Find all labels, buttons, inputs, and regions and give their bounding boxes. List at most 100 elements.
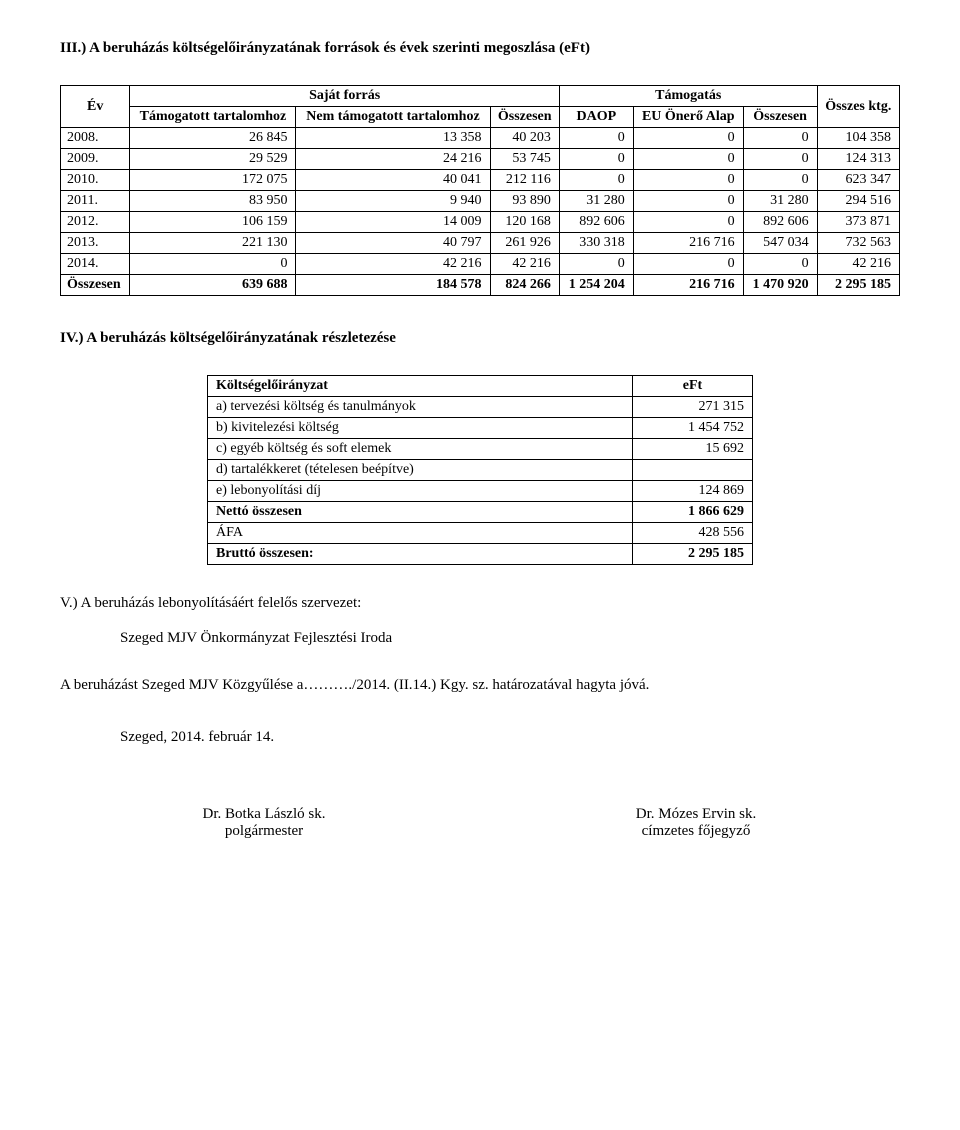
table-cell: 83 950 — [130, 191, 296, 212]
table-cell: 547 034 — [743, 233, 817, 254]
table-cell: 212 116 — [490, 170, 559, 191]
table-cell: b) kivitelezési költség — [208, 418, 633, 439]
sign-left-name: Dr. Botka László sk. — [120, 806, 408, 823]
table-row: 2010.172 07540 041212 116000623 347 — [61, 170, 900, 191]
col-supported: Támogatott tartalomhoz — [130, 107, 296, 128]
table-cell: Nettó összesen — [208, 502, 633, 523]
table-cell: 0 — [743, 149, 817, 170]
section-v-title: V.) A beruházás lebonyolításáért felelős… — [60, 595, 900, 612]
table-cell — [633, 460, 753, 481]
col-cost-label: Költségelőirányzat — [208, 376, 633, 397]
table-cell: a) tervezési költség és tanulmányok — [208, 397, 633, 418]
table-cell: 104 358 — [817, 128, 899, 149]
col-eu: EU Önerő Alap — [633, 107, 743, 128]
col-year: Év — [61, 86, 130, 128]
col-total: Összes ktg. — [817, 86, 899, 128]
city-date: Szeged, 2014. február 14. — [120, 729, 900, 746]
table-cell: 120 168 — [490, 212, 559, 233]
table-cell: 2 295 185 — [633, 544, 753, 565]
table-cell: 0 — [743, 254, 817, 275]
table-cell: 2011. — [61, 191, 130, 212]
table-cell: 824 266 — [490, 275, 559, 296]
table-row: 2009.29 52924 21653 745000124 313 — [61, 149, 900, 170]
table-cell: 31 280 — [559, 191, 633, 212]
table-cell: 24 216 — [296, 149, 490, 170]
table-cell: 0 — [633, 149, 743, 170]
table-cell: 0 — [743, 170, 817, 191]
table-cell: 26 845 — [130, 128, 296, 149]
table-row: d) tartalékkeret (tételesen beépítve) — [208, 460, 753, 481]
table-row: a) tervezési költség és tanulmányok271 3… — [208, 397, 753, 418]
table-cell: ÁFA — [208, 523, 633, 544]
table-cell: 0 — [559, 149, 633, 170]
budget-table: Év Saját forrás Támogatás Összes ktg. Tá… — [60, 85, 900, 296]
signature-row: Dr. Botka László sk. polgármester Dr. Mó… — [120, 806, 840, 840]
table-row: 2011.83 9509 94093 89031 280031 280294 5… — [61, 191, 900, 212]
table-cell: 40 797 — [296, 233, 490, 254]
table-cell: 106 159 — [130, 212, 296, 233]
table-cell: c) egyéb költség és soft elemek — [208, 439, 633, 460]
table-row: e) lebonyolítási díj124 869 — [208, 481, 753, 502]
table-cell: 892 606 — [743, 212, 817, 233]
col-cost-val: eFt — [633, 376, 753, 397]
signature-right: Dr. Mózes Ervin sk. címzetes főjegyző — [552, 806, 840, 840]
table-cell: 639 688 — [130, 275, 296, 296]
table-cell: 373 871 — [817, 212, 899, 233]
table-cell: 40 041 — [296, 170, 490, 191]
table-row: Összesen639 688184 578824 2661 254 20421… — [61, 275, 900, 296]
table-row: 2014.042 21642 21600042 216 — [61, 254, 900, 275]
table-cell: 40 203 — [490, 128, 559, 149]
table-cell: 13 358 — [296, 128, 490, 149]
table-cell: 14 009 — [296, 212, 490, 233]
table-cell: 9 940 — [296, 191, 490, 212]
table-cell: 892 606 — [559, 212, 633, 233]
table-cell: 216 716 — [633, 275, 743, 296]
table-cell: e) lebonyolítási díj — [208, 481, 633, 502]
table-cell: 0 — [633, 254, 743, 275]
table-cell: 0 — [559, 254, 633, 275]
table-cell: 261 926 — [490, 233, 559, 254]
table-cell: Összesen — [61, 275, 130, 296]
table-row: 2008.26 84513 35840 203000104 358 — [61, 128, 900, 149]
table-cell: 124 869 — [633, 481, 753, 502]
section-iii-title: III.) A beruházás költségelőirányzatának… — [60, 40, 900, 57]
table-cell: 0 — [633, 170, 743, 191]
table-cell: 0 — [633, 128, 743, 149]
table-cell: 1 470 920 — [743, 275, 817, 296]
table-cell: 124 313 — [817, 149, 899, 170]
table-cell: 2008. — [61, 128, 130, 149]
table-cell: 29 529 — [130, 149, 296, 170]
table-cell: 0 — [559, 128, 633, 149]
table-cell: 53 745 — [490, 149, 559, 170]
table-cell: 623 347 — [817, 170, 899, 191]
table-cell: 42 216 — [296, 254, 490, 275]
table-cell: 31 280 — [743, 191, 817, 212]
table-cell: Bruttó összesen: — [208, 544, 633, 565]
table-cell: 0 — [743, 128, 817, 149]
table-cell: 172 075 — [130, 170, 296, 191]
sign-right-title: címzetes főjegyző — [552, 823, 840, 840]
table-cell: 184 578 — [296, 275, 490, 296]
col-sum1: Összesen — [490, 107, 559, 128]
table-cell: 2 295 185 — [817, 275, 899, 296]
sign-right-name: Dr. Mózes Ervin sk. — [552, 806, 840, 823]
table-cell: 2009. — [61, 149, 130, 170]
sign-left-title: polgármester — [120, 823, 408, 840]
table-cell: 2012. — [61, 212, 130, 233]
table-cell: 2013. — [61, 233, 130, 254]
table-cell: 0 — [633, 212, 743, 233]
table-cell: 15 692 — [633, 439, 753, 460]
table-row: 2013.221 13040 797261 926330 318216 7165… — [61, 233, 900, 254]
decision-text: A beruházást Szeged MJV Közgyűlése a……….… — [60, 677, 900, 694]
table-row: ÁFA428 556 — [208, 523, 753, 544]
col-unsupported: Nem támogatott tartalomhoz — [296, 107, 490, 128]
table-cell: 2014. — [61, 254, 130, 275]
table-cell: 330 318 — [559, 233, 633, 254]
col-sum2: Összesen — [743, 107, 817, 128]
table-cell: 294 516 — [817, 191, 899, 212]
table-cell: 271 315 — [633, 397, 753, 418]
table-cell: 2010. — [61, 170, 130, 191]
col-daop: DAOP — [559, 107, 633, 128]
table-cell: 1 254 204 — [559, 275, 633, 296]
table-row: Nettó összesen1 866 629 — [208, 502, 753, 523]
